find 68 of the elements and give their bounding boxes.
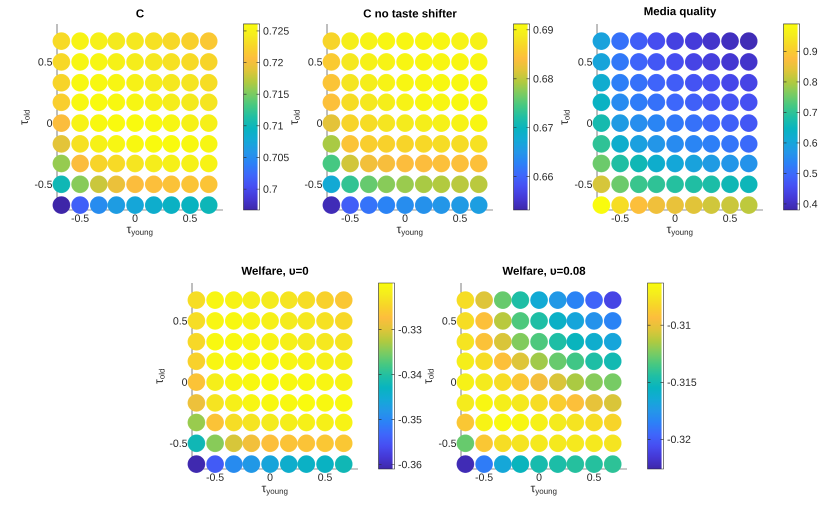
x-tick-label: -0.5 (206, 474, 224, 481)
x-tick-label: 0.5 (318, 474, 332, 481)
x-tick-label: 0.5 (453, 214, 467, 222)
color-bar-label: 0.9 (803, 48, 818, 56)
chart-title: C (136, 9, 144, 18)
y-tick-label: -0.5 (170, 440, 188, 448)
y-tick-label: -0.5 (304, 180, 322, 188)
color-bar-label: -0.315 (668, 378, 696, 386)
x-tick-label: 0.5 (587, 474, 601, 481)
color-bar-label: 0.71 (263, 122, 283, 130)
y-tick-label: 0 (47, 119, 52, 127)
x-tick-label: 0 (672, 214, 678, 222)
color-bar-label: 0.4 (803, 200, 818, 208)
color-bar-label: 0.715 (263, 90, 289, 98)
x-tick-label: -0.5 (342, 214, 359, 222)
chart-title: C no taste shifter (364, 9, 457, 18)
color-bar-label: -0.34 (398, 370, 422, 378)
x-tick-label: 0 (402, 214, 408, 222)
x-axis-title: τ$_{young}$ (666, 226, 692, 237)
color-bar-label: 0.5 (803, 170, 818, 178)
color-bar-label: 0.69 (533, 26, 553, 34)
x-tick-label: 0 (536, 474, 542, 481)
y-tick-label: -0.5 (438, 440, 456, 448)
y-tick-label: 0.5 (308, 58, 322, 66)
color-bar-label: -0.33 (398, 326, 422, 334)
color-bar-label: 0.705 (263, 154, 289, 162)
chart-title: Welfare, υ=0 (241, 266, 308, 276)
chart-title: Media quality (644, 6, 716, 18)
color-bar-label: -0.31 (668, 322, 690, 329)
color-bar-label: 0.6 (803, 139, 818, 147)
chart-title: Welfare, υ=0.08 (502, 266, 586, 276)
x-tick-label: 0.5 (723, 214, 737, 222)
y-tick-label: 0 (182, 378, 188, 386)
color-bar-label: 0.72 (263, 58, 283, 66)
x-axis-title: τ$_{young}$ (262, 486, 288, 496)
y-tick-label: -0.5 (574, 180, 592, 188)
x-tick-label: 0.5 (183, 214, 197, 222)
color-bar-label: 0.725 (263, 27, 289, 35)
color-bar-label: -0.32 (668, 436, 690, 444)
color-bar-label: 0.7 (803, 108, 818, 116)
color-bar-label: 0.68 (533, 75, 553, 83)
y-axis-title: τ$_{old}$ (561, 110, 570, 125)
color-bar-label: 0.8 (803, 78, 818, 86)
y-tick-label: 0 (317, 119, 322, 127)
color-bar-label: 0.67 (533, 124, 553, 132)
y-tick-label: 0.5 (38, 58, 52, 66)
color-bar-label: 0.7 (263, 185, 278, 193)
y-tick-label: 0 (587, 119, 592, 127)
color-bar-label: 0.66 (533, 173, 553, 180)
y-axis-title: τ$_{old}$ (291, 110, 300, 125)
x-tick-label: -0.5 (72, 214, 89, 222)
y-tick-label: 0.5 (578, 58, 592, 66)
x-axis-title: τ$_{young}$ (530, 486, 556, 496)
x-axis-title: τ$_{young}$ (396, 226, 422, 237)
y-axis-title: τ$_{old}$ (425, 369, 434, 384)
x-tick-label: -0.5 (612, 214, 629, 222)
color-bar-label: -0.36 (398, 460, 422, 468)
y-tick-label: 0 (451, 378, 456, 386)
y-tick-label: 0.5 (173, 317, 188, 325)
x-axis-title: τ$_{young}$ (126, 226, 152, 237)
y-axis-title: τ$_{old}$ (21, 110, 30, 125)
x-tick-label: 0 (268, 474, 273, 481)
x-tick-label: 0 (132, 214, 138, 222)
x-tick-label: -0.5 (476, 474, 493, 481)
color-bar-label: -0.35 (398, 416, 422, 424)
y-axis-title: τ$_{old}$ (156, 369, 165, 384)
y-tick-label: -0.5 (34, 180, 52, 188)
y-tick-label: 0.5 (442, 317, 456, 325)
